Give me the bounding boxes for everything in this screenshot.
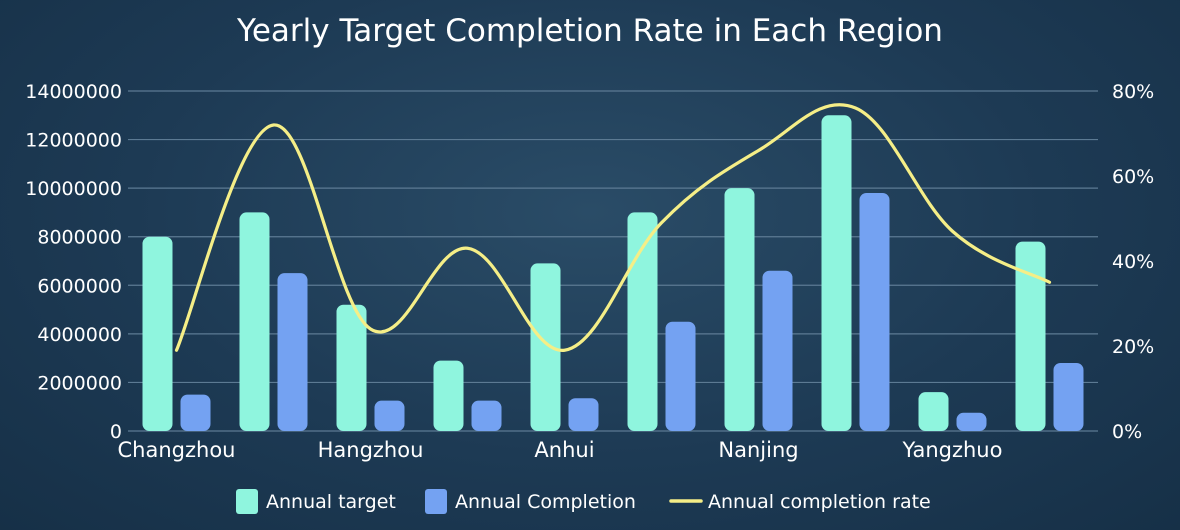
- annual-target-bar: [724, 188, 755, 431]
- annual-target-bar: [433, 360, 464, 431]
- annual-target-bar: [530, 263, 561, 431]
- right-y-axis: 0% 20% 40% 60% 80%: [1112, 81, 1154, 443]
- legend: Annual target Annual Completion Annual com…: [236, 489, 931, 514]
- left-y-tick-label: 10000000: [25, 178, 122, 200]
- right-y-tick-label: 40%: [1112, 251, 1154, 273]
- x-tick-label: Nanjing: [718, 438, 798, 462]
- annual-completion-bar: [859, 193, 890, 431]
- legend-annual-completion-rate[interactable]: Annual completion rate: [669, 491, 931, 513]
- left-y-tick-label: 12000000: [25, 130, 122, 152]
- grid-lines: [128, 90, 1098, 432]
- annual-completion-bar: [374, 400, 405, 431]
- bars: [142, 115, 1084, 432]
- annual-completion-bar: [665, 321, 696, 431]
- annual-completion-bar: [180, 394, 211, 431]
- annual-target-bar: [627, 212, 658, 431]
- x-tick-label: Anhui: [534, 438, 594, 462]
- left-y-tick-label: 8000000: [37, 227, 122, 249]
- right-y-tick-label: 0%: [1112, 421, 1142, 443]
- legend-swatch: [236, 489, 258, 514]
- annual-target-bar: [336, 304, 367, 431]
- annual-target-bar: [142, 236, 173, 431]
- annual-completion-bar: [762, 270, 793, 431]
- annual-completion-bar: [471, 400, 502, 431]
- x-tick-label: Hangzhou: [318, 438, 424, 462]
- annual-completion-bar: [568, 398, 599, 431]
- left-y-tick-label: 4000000: [37, 324, 122, 346]
- annual-completion-bar: [956, 412, 987, 431]
- x-tick-label: Changzhou: [118, 438, 236, 462]
- right-y-tick-label: 80%: [1112, 81, 1154, 103]
- completion-rate-line-path: [174, 103, 1052, 352]
- left-y-axis: 0 2000000 4000000 6000000 8000000 10000000 120…: [25, 81, 122, 443]
- legend-annual-completion[interactable]: Annual Completion: [425, 489, 636, 514]
- legend-label: Annual target: [266, 491, 396, 513]
- legend-swatch: [425, 489, 447, 514]
- annual-completion-bar: [277, 273, 308, 431]
- right-y-tick-label: 20%: [1112, 336, 1154, 358]
- annual-completion-bar: [1053, 363, 1084, 431]
- left-y-tick-label: 2000000: [37, 372, 122, 394]
- right-y-tick-label: 60%: [1112, 166, 1154, 188]
- annual-target-bar: [1015, 241, 1046, 431]
- completion-rate-line: [174, 103, 1052, 352]
- legend-label: Annual Completion: [455, 491, 636, 513]
- x-axis: Changzhou Hangzhou Anhui Nanjing Yangzhuo: [118, 438, 1003, 462]
- legend-annual-target[interactable]: Annual target: [236, 489, 396, 514]
- left-y-tick-label: 6000000: [37, 275, 122, 297]
- annual-target-bar: [239, 212, 270, 431]
- legend-label: Annual completion rate: [708, 491, 931, 513]
- annual-target-bar: [821, 115, 852, 432]
- left-y-tick-label: 14000000: [25, 81, 122, 103]
- annual-target-bar: [918, 392, 949, 431]
- left-y-tick-label: 0: [110, 421, 122, 443]
- chart-title: Yearly Target Completion Rate in Each Re…: [236, 13, 943, 49]
- x-tick-label: Yangzhuo: [902, 438, 1003, 462]
